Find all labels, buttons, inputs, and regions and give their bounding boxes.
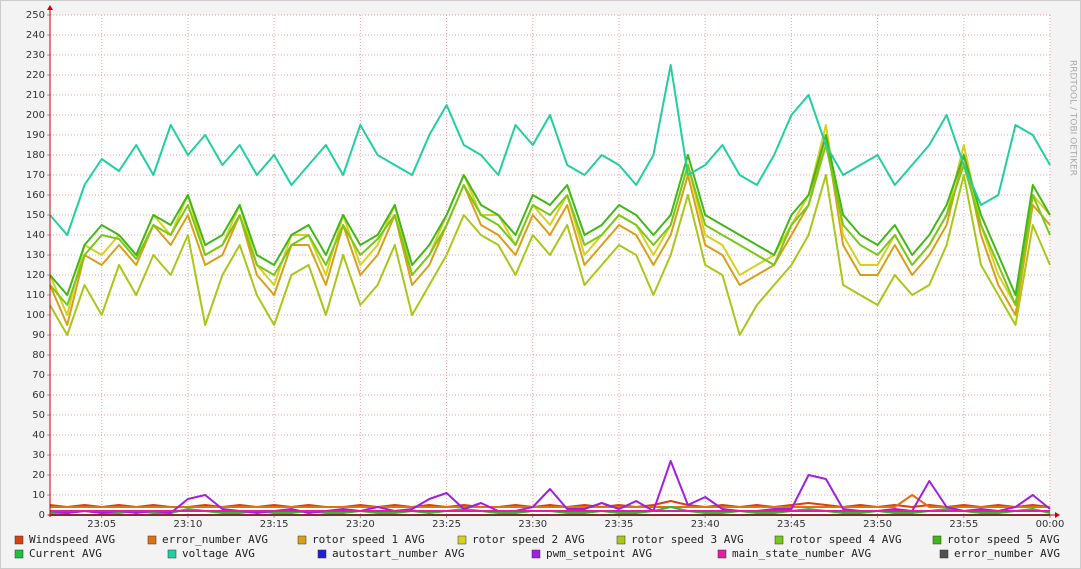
y-tick-label: 20 xyxy=(32,470,45,481)
y-tick-label: 170 xyxy=(26,170,45,181)
y-tick-label: 140 xyxy=(26,230,45,241)
legend-swatch xyxy=(14,535,24,545)
series-line xyxy=(49,134,1051,326)
y-tick-label: 40 xyxy=(32,430,45,441)
legend-swatch xyxy=(457,535,467,545)
legend-swatch xyxy=(616,535,626,545)
y-tick-label: 210 xyxy=(26,90,45,101)
x-tick-label: 23:30 xyxy=(518,519,547,530)
y-tick-label: 160 xyxy=(26,190,45,201)
series-line xyxy=(49,144,1051,306)
y-tick-label: 180 xyxy=(26,150,45,161)
y-tick-label: 150 xyxy=(26,210,45,221)
legend-swatch xyxy=(717,549,727,559)
legend-label: Windspeed AVG xyxy=(29,533,115,546)
legend-label: Current AVG xyxy=(29,547,102,560)
series-line xyxy=(50,494,1050,508)
legend-swatch xyxy=(147,535,157,545)
x-tick-label: 23:10 xyxy=(174,519,203,530)
y-tick-label: 130 xyxy=(26,250,45,261)
legend-label: pwm_setpoint AVG xyxy=(546,547,652,560)
y-tick-label: 190 xyxy=(26,130,45,141)
legend-swatch xyxy=(531,549,541,559)
series-line xyxy=(49,174,1051,336)
y-tick-label: 90 xyxy=(32,330,45,341)
y-tick-label: 200 xyxy=(26,110,45,121)
y-tick-label: 80 xyxy=(32,350,45,361)
watermark: RRDTOOL / TOBI OETIKER xyxy=(1068,60,1078,176)
x-tick-label: 23:05 xyxy=(87,519,116,530)
legend-label: error_number AVG xyxy=(162,533,268,546)
legend-swatch xyxy=(774,535,784,545)
y-tick-label: 120 xyxy=(26,270,45,281)
x-tick-label: 23:25 xyxy=(432,519,461,530)
y-tick-label: 240 xyxy=(26,30,45,41)
x-tick-label: 23:45 xyxy=(777,519,806,530)
legend-label: main_state_number AVG xyxy=(732,547,871,560)
legend-label: rotor speed 4 AVG xyxy=(789,533,902,546)
x-tick-label: 23:55 xyxy=(949,519,978,530)
plot-area xyxy=(50,15,1050,515)
legend-swatch xyxy=(932,535,942,545)
legend-swatch xyxy=(167,549,177,559)
y-tick-label: 60 xyxy=(32,390,45,401)
legend-label: voltage AVG xyxy=(182,547,255,560)
x-tick-label: 23:20 xyxy=(346,519,375,530)
y-tick-label: 0 xyxy=(39,510,45,521)
legend-label: rotor speed 5 AVG xyxy=(947,533,1060,546)
legend-swatch xyxy=(297,535,307,545)
legend-label: rotor speed 1 AVG xyxy=(312,533,425,546)
legend-label: rotor speed 3 AVG xyxy=(631,533,744,546)
y-tick-label: 230 xyxy=(26,50,45,61)
legend-swatch xyxy=(939,549,949,559)
y-tick-label: 70 xyxy=(32,370,45,381)
legend-label: rotor speed 2 AVG xyxy=(472,533,585,546)
axis-arrow xyxy=(47,5,53,10)
legend-swatch xyxy=(317,549,327,559)
y-tick-label: 220 xyxy=(26,70,45,81)
y-tick-label: 50 xyxy=(32,410,45,421)
x-tick-label: 00:00 xyxy=(1036,519,1065,530)
series-line xyxy=(49,64,1051,236)
y-tick-label: 30 xyxy=(32,450,45,461)
x-tick-label: 23:50 xyxy=(863,519,892,530)
y-tick-label: 10 xyxy=(32,490,45,501)
legend-label: autostart_number AVG xyxy=(332,547,464,560)
y-tick-label: 110 xyxy=(26,290,45,301)
x-tick-label: 23:40 xyxy=(691,519,720,530)
y-tick-label: 250 xyxy=(26,10,45,21)
y-tick-label: 100 xyxy=(26,310,45,321)
x-tick-label: 23:35 xyxy=(605,519,634,530)
legend-label: error_number AVG xyxy=(954,547,1060,560)
legend-swatch xyxy=(14,549,24,559)
x-tick-label: 23:15 xyxy=(260,519,289,530)
series-line xyxy=(49,134,1051,296)
axis-arrow xyxy=(1055,512,1060,518)
